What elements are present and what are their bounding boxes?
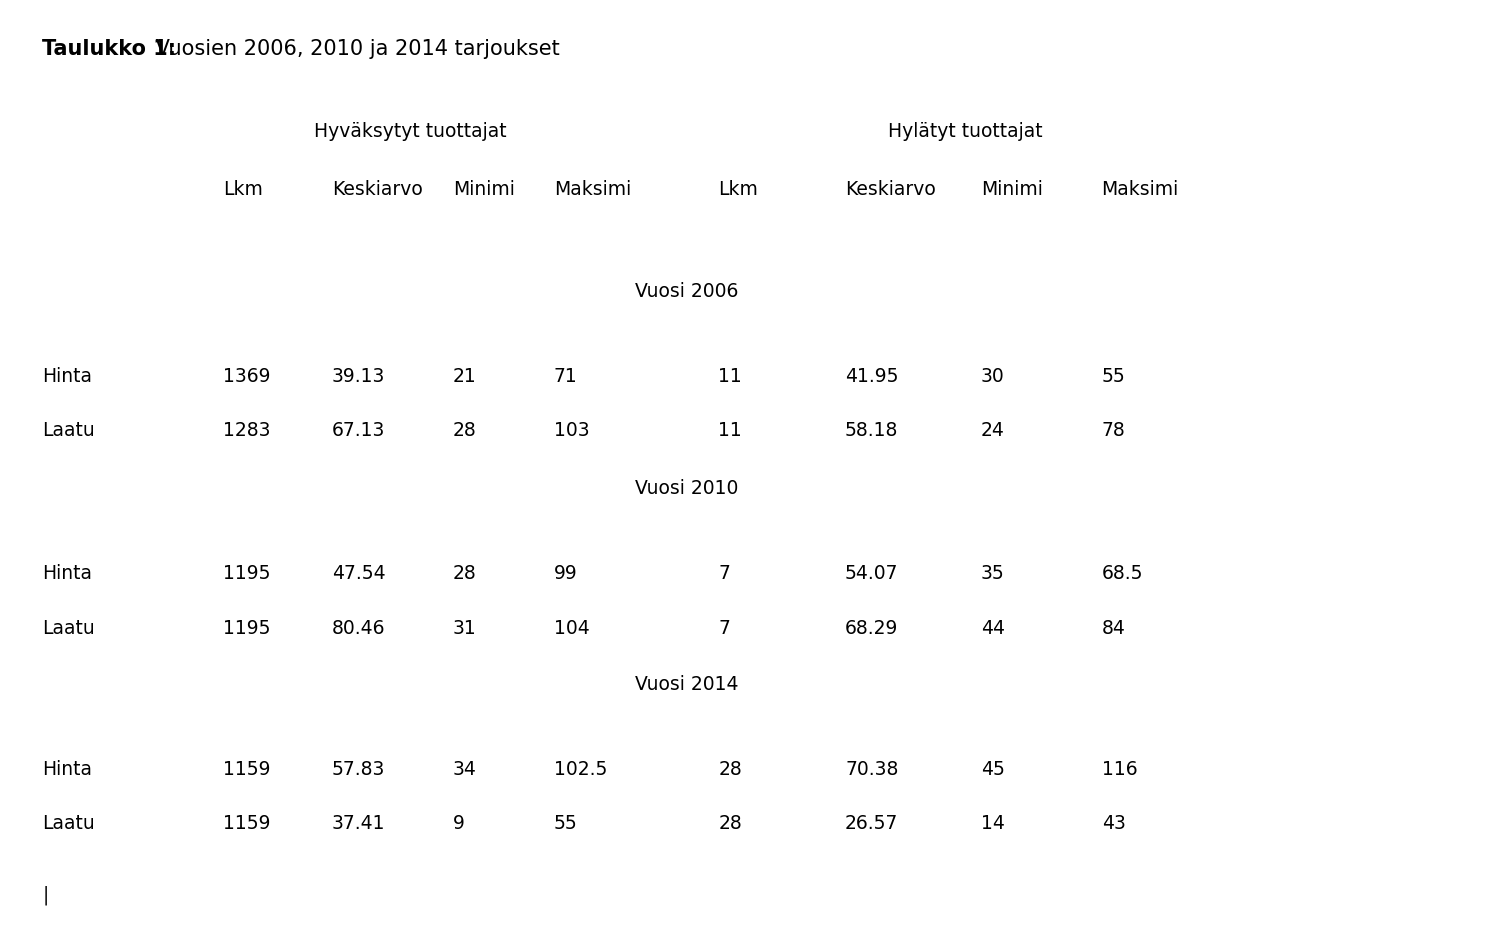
Text: 116: 116 [1102,760,1138,778]
Text: 55: 55 [1102,367,1126,385]
Text: Maksimi: Maksimi [554,180,631,199]
Text: 99: 99 [554,564,578,583]
Text: Hinta: Hinta [42,367,92,385]
Text: 30: 30 [981,367,1005,385]
Text: 34: 34 [453,760,477,778]
Text: 45: 45 [981,760,1005,778]
Text: 80.46: 80.46 [332,619,385,637]
Text: Minimi: Minimi [453,180,515,199]
Text: 104: 104 [554,619,590,637]
Text: 11: 11 [718,421,742,440]
Text: 11: 11 [718,367,742,385]
Text: 9: 9 [453,814,465,833]
Text: 55: 55 [554,814,578,833]
Text: 7: 7 [718,619,730,637]
Text: 1195: 1195 [223,619,270,637]
Text: 28: 28 [718,760,742,778]
Text: 1283: 1283 [223,421,270,440]
Text: 78: 78 [1102,421,1126,440]
Text: 26.57: 26.57 [845,814,898,833]
Text: 54.07: 54.07 [845,564,898,583]
Text: 41.95: 41.95 [845,367,898,385]
Text: 1159: 1159 [223,760,270,778]
Text: Hyväksytyt tuottajat: Hyväksytyt tuottajat [314,122,507,141]
Text: 67.13: 67.13 [332,421,385,440]
Text: Vuosien 2006, 2010 ja 2014 tarjoukset: Vuosien 2006, 2010 ja 2014 tarjoukset [149,39,560,59]
Text: 44: 44 [981,619,1005,637]
Text: 39.13: 39.13 [332,367,385,385]
Text: Hinta: Hinta [42,760,92,778]
Text: 102.5: 102.5 [554,760,607,778]
Text: Taulukko 1:: Taulukko 1: [42,39,177,59]
Text: 43: 43 [1102,814,1126,833]
Text: 28: 28 [453,421,477,440]
Text: 57.83: 57.83 [332,760,385,778]
Text: Hylätyt tuottajat: Hylätyt tuottajat [889,122,1043,141]
Text: Maksimi: Maksimi [1102,180,1179,199]
Text: 70.38: 70.38 [845,760,898,778]
Text: 28: 28 [718,814,742,833]
Text: 68.5: 68.5 [1102,564,1144,583]
Text: 21: 21 [453,367,477,385]
Text: Vuosi 2010: Vuosi 2010 [635,479,738,498]
Text: 1195: 1195 [223,564,270,583]
Text: 1159: 1159 [223,814,270,833]
Text: Laatu: Laatu [42,421,95,440]
Text: 47.54: 47.54 [332,564,386,583]
Text: 71: 71 [554,367,578,385]
Text: 35: 35 [981,564,1005,583]
Text: Vuosi 2014: Vuosi 2014 [635,675,738,694]
Text: 103: 103 [554,421,590,440]
Text: Vuosi 2006: Vuosi 2006 [635,282,738,301]
Text: 24: 24 [981,421,1005,440]
Text: 28: 28 [453,564,477,583]
Text: 84: 84 [1102,619,1126,637]
Text: Minimi: Minimi [981,180,1043,199]
Text: Lkm: Lkm [718,180,758,199]
Text: Hinta: Hinta [42,564,92,583]
Text: Lkm: Lkm [223,180,263,199]
Text: Laatu: Laatu [42,619,95,637]
Text: Laatu: Laatu [42,814,95,833]
Text: |: | [42,885,48,905]
Text: 68.29: 68.29 [845,619,898,637]
Text: 1369: 1369 [223,367,270,385]
Text: 14: 14 [981,814,1005,833]
Text: 58.18: 58.18 [845,421,898,440]
Text: Keskiarvo: Keskiarvo [845,180,936,199]
Text: 37.41: 37.41 [332,814,385,833]
Text: Keskiarvo: Keskiarvo [332,180,423,199]
Text: 7: 7 [718,564,730,583]
Text: 31: 31 [453,619,477,637]
